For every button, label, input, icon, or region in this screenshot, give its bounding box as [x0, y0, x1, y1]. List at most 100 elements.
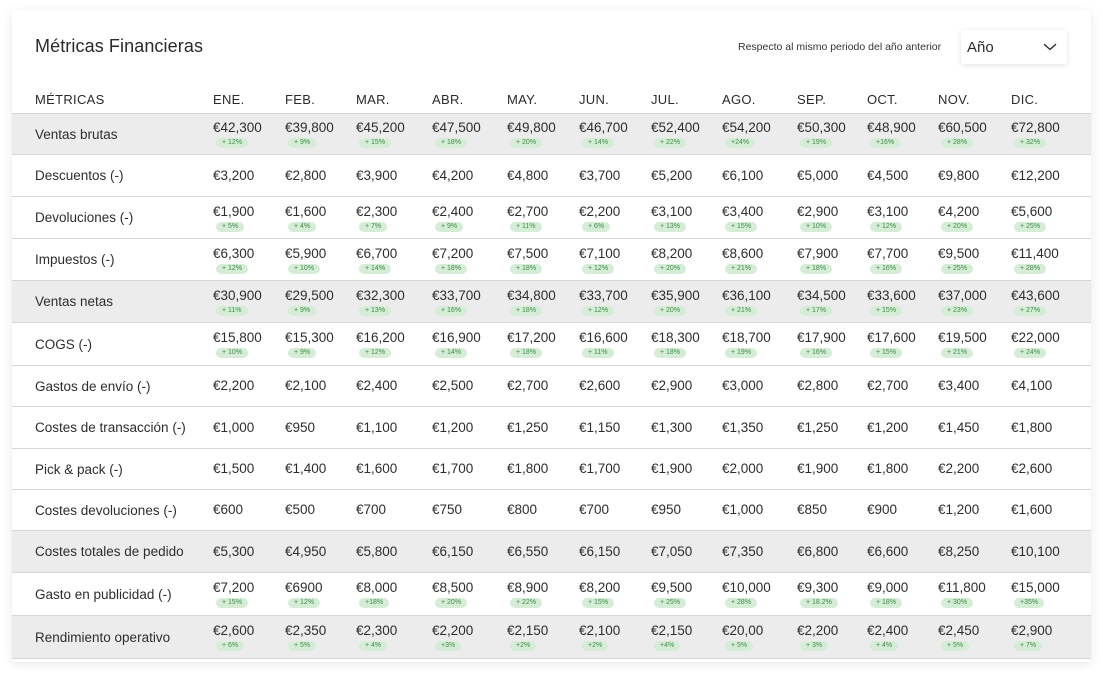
financial-metrics-card: Métricas Financieras Respecto al mismo p… — [12, 10, 1091, 662]
metric-value: €10,000 — [722, 580, 771, 595]
metric-cell: €43,600 + 27% — [1011, 280, 1091, 323]
metric-value: €33,700 — [579, 287, 628, 303]
metric-value: €2,800 — [797, 378, 839, 393]
metric-cell: €39,800 + 9% — [285, 113, 356, 155]
yoy-change-badge: + 6% — [582, 221, 611, 232]
metric-cell: €2,900 + 7% — [1011, 615, 1091, 659]
metric-name: COGS (-) — [12, 322, 213, 366]
metric-cell: €9,500 + 25% — [938, 238, 1011, 281]
metric-cell: €2,200 — [938, 448, 1011, 490]
metric-cell: €1,300 — [651, 406, 722, 449]
metric-value: €2,600 — [579, 378, 621, 393]
metric-value: €30,900 — [213, 287, 262, 303]
metric-cell: €2,700 + 11% — [507, 196, 579, 239]
yoy-change-badge: + 9% — [288, 348, 317, 358]
metric-value: €9,300 — [797, 580, 839, 595]
metric-cell: €2,900 + 10% — [797, 196, 867, 239]
metric-value: €35,900 — [651, 287, 700, 303]
metric-value: €600 — [213, 502, 244, 517]
metric-cell: €47,500 + 18% — [432, 113, 507, 155]
metric-value: €2,900 — [797, 203, 839, 219]
metric-cell: €1,600 — [356, 448, 432, 490]
metric-value: €9,800 — [938, 167, 980, 183]
metric-value: €34,800 — [507, 287, 556, 303]
metric-cell: €72,800 + 32% — [1011, 113, 1091, 155]
metric-cell: €2,400 — [356, 365, 432, 407]
yoy-change-badge: + 16% — [870, 263, 903, 274]
metric-value: €9,000 — [867, 580, 909, 595]
metric-cell: €4,100 — [1011, 365, 1091, 407]
metric-value: €9,500 — [651, 580, 693, 595]
metric-value: €34,500 — [797, 287, 846, 303]
metric-cell: €2,150 +2% — [507, 615, 579, 659]
metric-cell: €34,500 + 17% — [797, 280, 867, 323]
yoy-change-badge: + 12% — [216, 138, 249, 148]
metrics-table: MÉTRICAS ENE. FEB. MAR. ABR. MAY. JUN. JUL. AGO… — [12, 86, 1091, 659]
metric-cell: €1,250 — [507, 406, 579, 449]
yoy-change-badge: + 9% — [288, 138, 317, 148]
page-title: Métricas Financieras — [35, 36, 204, 56]
metric-cell: €850 — [797, 489, 867, 531]
metric-cell: €600 — [213, 489, 285, 531]
metric-cell: €60,500 + 28% — [938, 113, 1011, 155]
metric-cell: €37,000 + 23% — [938, 280, 1011, 323]
metric-cell: €1,900 — [651, 448, 722, 490]
metric-value: €15,800 — [213, 330, 262, 345]
yoy-change-badge: + 12% — [582, 305, 615, 316]
metric-cell: €3,200 — [213, 154, 285, 197]
metric-value: €1,600 — [356, 461, 398, 476]
yoy-change-badge: + 10% — [800, 221, 833, 232]
metric-value: €2,300 — [356, 623, 398, 638]
table-row: Costes de transacción (-) €1,000 €950 €1,10… — [12, 406, 1091, 449]
metric-cell: €3,700 — [579, 154, 651, 197]
metric-value: €43,600 — [1011, 287, 1060, 303]
yoy-change-badge: + 11% — [582, 348, 614, 358]
metric-value: €5,800 — [356, 543, 398, 559]
metric-value: €36,100 — [722, 287, 771, 303]
yoy-change-badge: + 4% — [870, 641, 899, 651]
metric-cell: €48,900 +16% — [867, 113, 938, 155]
table-row: Costes devoluciones (-) €600 €500 €700 €750 €… — [12, 489, 1091, 531]
yoy-change-badge: +4% — [654, 641, 681, 651]
metric-value: €17,200 — [507, 330, 556, 345]
table-row: Costes totales de pedido €5,300 €4,950 €5,8… — [12, 530, 1091, 573]
metric-cell: €8,900 + 22% — [507, 572, 579, 616]
metric-value: €1,350 — [722, 419, 764, 435]
metric-value: €4,200 — [938, 203, 980, 219]
metric-cell: €1,250 — [797, 406, 867, 449]
metric-cell: €1,350 — [722, 406, 797, 449]
metric-cell: €2,300 + 4% — [356, 615, 432, 659]
metric-cell: €34,800 + 18% — [507, 280, 579, 323]
metric-value: €1,100 — [356, 419, 398, 435]
yoy-change-badge: +2% — [582, 641, 609, 651]
metric-name: Rendimiento operativo — [12, 615, 213, 659]
yoy-change-badge: + 15% — [582, 598, 615, 608]
metric-value: €6,100 — [722, 167, 764, 183]
metric-value: €10,100 — [1011, 543, 1060, 559]
metric-cell: €7,200 + 15% — [213, 572, 285, 616]
metric-value: €6,150 — [432, 543, 474, 559]
yoy-change-badge: + 10% — [288, 263, 321, 274]
metric-value: €950 — [285, 419, 316, 435]
metric-cell: €46,700 + 14% — [579, 113, 651, 155]
column-header-month: FEB. — [285, 86, 356, 114]
yoy-change-badge: + 11% — [510, 221, 542, 232]
metric-value: €45,200 — [356, 120, 405, 135]
metric-cell: €8,600 + 21% — [722, 238, 797, 281]
metric-cell: €5,200 — [651, 154, 722, 197]
metric-value: €6,300 — [213, 245, 255, 261]
period-select[interactable]: Año — [961, 30, 1067, 64]
metric-value: €3,100 — [651, 203, 693, 219]
metric-value: €4,100 — [1011, 378, 1053, 393]
metric-cell: €2,800 — [797, 365, 867, 407]
metric-value: €5,900 — [285, 245, 327, 261]
yoy-change-badge: + 3% — [800, 641, 829, 651]
yoy-change-badge: + 18% — [510, 305, 543, 316]
yoy-change-badge: + 25% — [1014, 221, 1047, 232]
metric-cell: €2,450 + 5% — [938, 615, 1011, 659]
metric-cell: €5,300 — [213, 530, 285, 573]
metric-value: €700 — [579, 502, 610, 517]
yoy-change-badge: + 18% — [435, 263, 468, 274]
metric-cell: €1,100 — [356, 406, 432, 449]
metric-cell: €6900 + 12% — [285, 572, 356, 616]
